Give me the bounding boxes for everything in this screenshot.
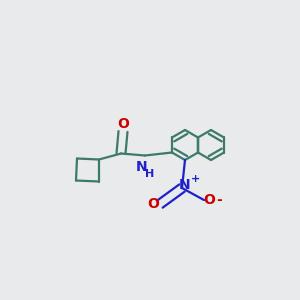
Text: O: O xyxy=(147,197,159,211)
Text: -: - xyxy=(216,193,222,207)
Text: N: N xyxy=(179,178,191,192)
Text: +: + xyxy=(190,174,200,184)
Text: O: O xyxy=(117,116,129,130)
Text: O: O xyxy=(203,193,215,207)
Text: H: H xyxy=(146,169,154,178)
Text: N: N xyxy=(136,160,148,173)
